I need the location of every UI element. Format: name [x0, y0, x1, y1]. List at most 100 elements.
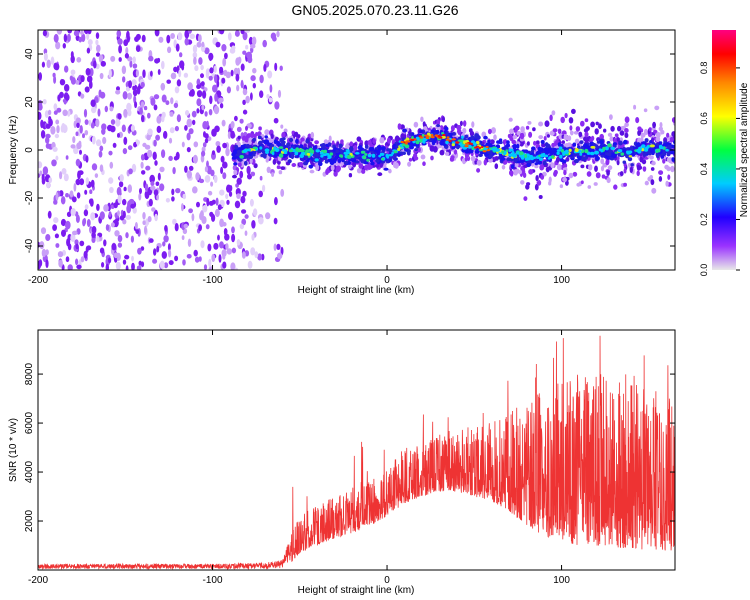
- noise-speckle: [96, 203, 100, 211]
- noise-speckle: [168, 249, 172, 258]
- noise-speckle: [245, 95, 250, 104]
- snr-ylabel: SNR (10 * v/v): [8, 418, 19, 482]
- noise-speckle: [122, 148, 128, 155]
- noise-speckle: [140, 161, 144, 169]
- signal-core: [663, 140, 668, 144]
- signal-peak: [246, 148, 252, 152]
- noise-speckle: [209, 55, 212, 62]
- signal-peak: [371, 153, 376, 158]
- noise-speckle: [117, 235, 123, 243]
- signal-peak: [650, 144, 655, 148]
- noise-speckle: [115, 261, 121, 270]
- signal-halo: [545, 166, 550, 173]
- noise-speckle: [99, 164, 104, 172]
- signal-core: [451, 146, 456, 150]
- signal-hotspot: [481, 145, 484, 149]
- signal-peak: [388, 154, 394, 157]
- noise-speckle: [247, 56, 253, 64]
- signal-core: [542, 160, 547, 166]
- signal-core: [370, 161, 375, 166]
- noise-speckle: [136, 139, 140, 146]
- noise-speckle: [44, 110, 49, 118]
- noise-speckle: [168, 260, 174, 266]
- noise-speckle: [200, 73, 204, 79]
- signal-halo: [556, 163, 562, 171]
- noise-speckle: [214, 208, 220, 218]
- signal-halo: [651, 187, 657, 194]
- y-tick-label: -40: [24, 238, 35, 253]
- noise-speckle: [276, 30, 280, 38]
- signal-halo: [345, 144, 350, 149]
- noise-speckle: [86, 47, 91, 54]
- signal-halo: [575, 126, 581, 132]
- signal-halo: [636, 164, 641, 171]
- x-tick-label: 0: [384, 575, 390, 586]
- noise-speckle: [84, 204, 89, 210]
- noise-speckle: [170, 97, 174, 105]
- noise-speckle: [132, 207, 137, 214]
- signal-peak: [404, 144, 410, 149]
- noise-speckle: [257, 253, 263, 261]
- noise-speckle: [83, 30, 89, 35]
- noise-speckle: [62, 124, 68, 134]
- signal-halo: [609, 114, 613, 120]
- noise-speckle: [163, 235, 169, 243]
- signal-core: [456, 145, 460, 150]
- signal-core: [473, 135, 479, 139]
- signal-halo: [659, 122, 663, 128]
- signal-core: [383, 167, 389, 171]
- noise-speckle: [200, 210, 204, 219]
- noise-speckle: [218, 254, 222, 263]
- signal-halo: [511, 139, 516, 145]
- signal-core: [276, 142, 282, 147]
- signal-peak: [415, 140, 420, 145]
- colorbar-label: Normalized spectral amplitude: [739, 82, 750, 217]
- noise-speckle: [198, 256, 202, 262]
- x-tick-label: -200: [28, 575, 48, 586]
- noise-speckle: [86, 245, 92, 251]
- x-tick-label: -200: [28, 275, 48, 286]
- signal-halo: [562, 177, 567, 182]
- noise-speckle: [254, 251, 259, 259]
- noise-speckle: [130, 203, 136, 209]
- signal-halo: [525, 125, 530, 130]
- signal-halo: [551, 110, 556, 116]
- noise-speckle: [205, 224, 210, 230]
- x-tick-label: 0: [384, 275, 390, 286]
- noise-speckle: [200, 64, 204, 71]
- noise-speckle: [157, 172, 161, 181]
- noise-speckle: [86, 75, 93, 83]
- noise-speckle: [76, 192, 81, 199]
- noise-speckle: [99, 247, 105, 254]
- signal-peak: [600, 148, 604, 153]
- noise-speckle: [140, 261, 145, 268]
- signal-halo: [600, 158, 605, 165]
- noise-speckle: [67, 30, 73, 34]
- noise-speckle: [165, 100, 170, 106]
- noise-speckle: [216, 145, 221, 153]
- signal-halo: [561, 140, 565, 144]
- noise-speckle: [131, 79, 137, 86]
- noise-speckle: [149, 174, 155, 184]
- noise-speckle: [38, 259, 43, 267]
- noise-speckle: [39, 241, 45, 250]
- noise-speckle: [75, 117, 81, 125]
- noise-speckle: [48, 116, 52, 122]
- noise-speckle: [135, 33, 141, 41]
- noise-speckle: [193, 141, 199, 148]
- signal-peak: [520, 154, 525, 159]
- noise-speckle: [42, 99, 47, 105]
- noise-speckle: [185, 110, 190, 116]
- signal-peak: [620, 152, 625, 156]
- noise-speckle: [45, 249, 49, 256]
- signal-halo: [416, 147, 421, 153]
- noise-speckle: [91, 106, 97, 114]
- noise-speckle: [91, 237, 96, 243]
- noise-speckle: [150, 185, 156, 191]
- noise-speckle: [213, 242, 219, 250]
- colorbar-tick-label: 0.8: [699, 62, 709, 75]
- noise-speckle: [113, 202, 118, 209]
- noise-speckle: [84, 130, 89, 136]
- signal-halo: [407, 161, 412, 167]
- y-tick-label: 4000: [24, 460, 35, 483]
